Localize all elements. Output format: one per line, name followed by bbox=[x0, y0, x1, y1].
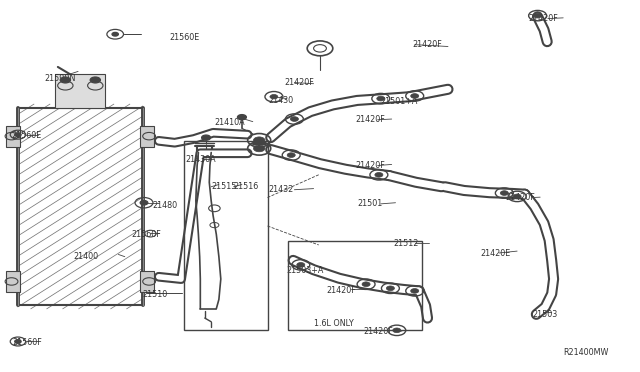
Text: 21501+A: 21501+A bbox=[381, 97, 418, 106]
Circle shape bbox=[112, 32, 118, 36]
Text: 21432: 21432 bbox=[269, 185, 294, 194]
Text: 21420F: 21420F bbox=[413, 40, 442, 49]
Circle shape bbox=[291, 117, 298, 121]
Circle shape bbox=[375, 173, 383, 177]
Text: 21560E: 21560E bbox=[12, 131, 42, 140]
Bar bbox=[56, 74, 105, 108]
Text: 21420F: 21420F bbox=[326, 286, 356, 295]
Circle shape bbox=[15, 133, 21, 137]
Circle shape bbox=[253, 137, 265, 144]
Circle shape bbox=[377, 96, 385, 101]
Text: 21503+A: 21503+A bbox=[287, 266, 324, 275]
Circle shape bbox=[411, 289, 419, 293]
Text: 21420F: 21420F bbox=[355, 161, 385, 170]
Circle shape bbox=[253, 145, 265, 152]
Circle shape bbox=[90, 77, 100, 83]
Circle shape bbox=[60, 77, 70, 83]
Text: 21503: 21503 bbox=[532, 310, 557, 319]
Circle shape bbox=[513, 194, 521, 199]
Bar bbox=[6, 126, 20, 147]
Circle shape bbox=[237, 115, 246, 120]
Text: 21420F: 21420F bbox=[506, 193, 535, 202]
Text: 21480: 21480 bbox=[152, 201, 177, 210]
Text: 21410A: 21410A bbox=[214, 118, 245, 127]
Bar bbox=[184, 141, 268, 330]
Circle shape bbox=[393, 328, 401, 333]
Text: 21430: 21430 bbox=[269, 96, 294, 105]
Circle shape bbox=[362, 282, 370, 286]
Text: 21560F: 21560F bbox=[13, 339, 42, 347]
Text: 21510: 21510 bbox=[142, 290, 167, 299]
Text: 21512: 21512 bbox=[394, 239, 419, 248]
Circle shape bbox=[15, 340, 21, 343]
Text: 21420E: 21420E bbox=[480, 249, 510, 258]
Circle shape bbox=[140, 201, 148, 205]
Circle shape bbox=[270, 94, 278, 99]
Text: 21400: 21400 bbox=[74, 252, 99, 261]
Circle shape bbox=[287, 153, 295, 157]
Circle shape bbox=[387, 286, 394, 291]
Bar bbox=[140, 271, 154, 292]
Text: 21515: 21515 bbox=[211, 182, 237, 191]
Text: 21560F: 21560F bbox=[131, 230, 161, 239]
Text: 21420F: 21420F bbox=[285, 78, 314, 87]
Bar bbox=[140, 126, 154, 147]
Text: 21599N: 21599N bbox=[45, 74, 76, 83]
Text: 1.6L ONLY: 1.6L ONLY bbox=[314, 319, 353, 328]
Text: 21516: 21516 bbox=[234, 182, 259, 191]
Text: 21501: 21501 bbox=[357, 199, 382, 208]
Text: 21420F: 21420F bbox=[364, 327, 393, 336]
Circle shape bbox=[202, 135, 211, 140]
Text: 21420F: 21420F bbox=[355, 115, 385, 124]
Circle shape bbox=[411, 94, 419, 98]
Circle shape bbox=[534, 13, 541, 18]
Text: R21400MW: R21400MW bbox=[563, 348, 609, 357]
Circle shape bbox=[500, 191, 508, 195]
Text: 21420F: 21420F bbox=[528, 14, 557, 23]
Text: 21430A: 21430A bbox=[186, 155, 216, 164]
Circle shape bbox=[297, 263, 305, 267]
Bar bbox=[288, 241, 422, 330]
Bar bbox=[6, 271, 20, 292]
Text: 21560E: 21560E bbox=[170, 33, 200, 42]
